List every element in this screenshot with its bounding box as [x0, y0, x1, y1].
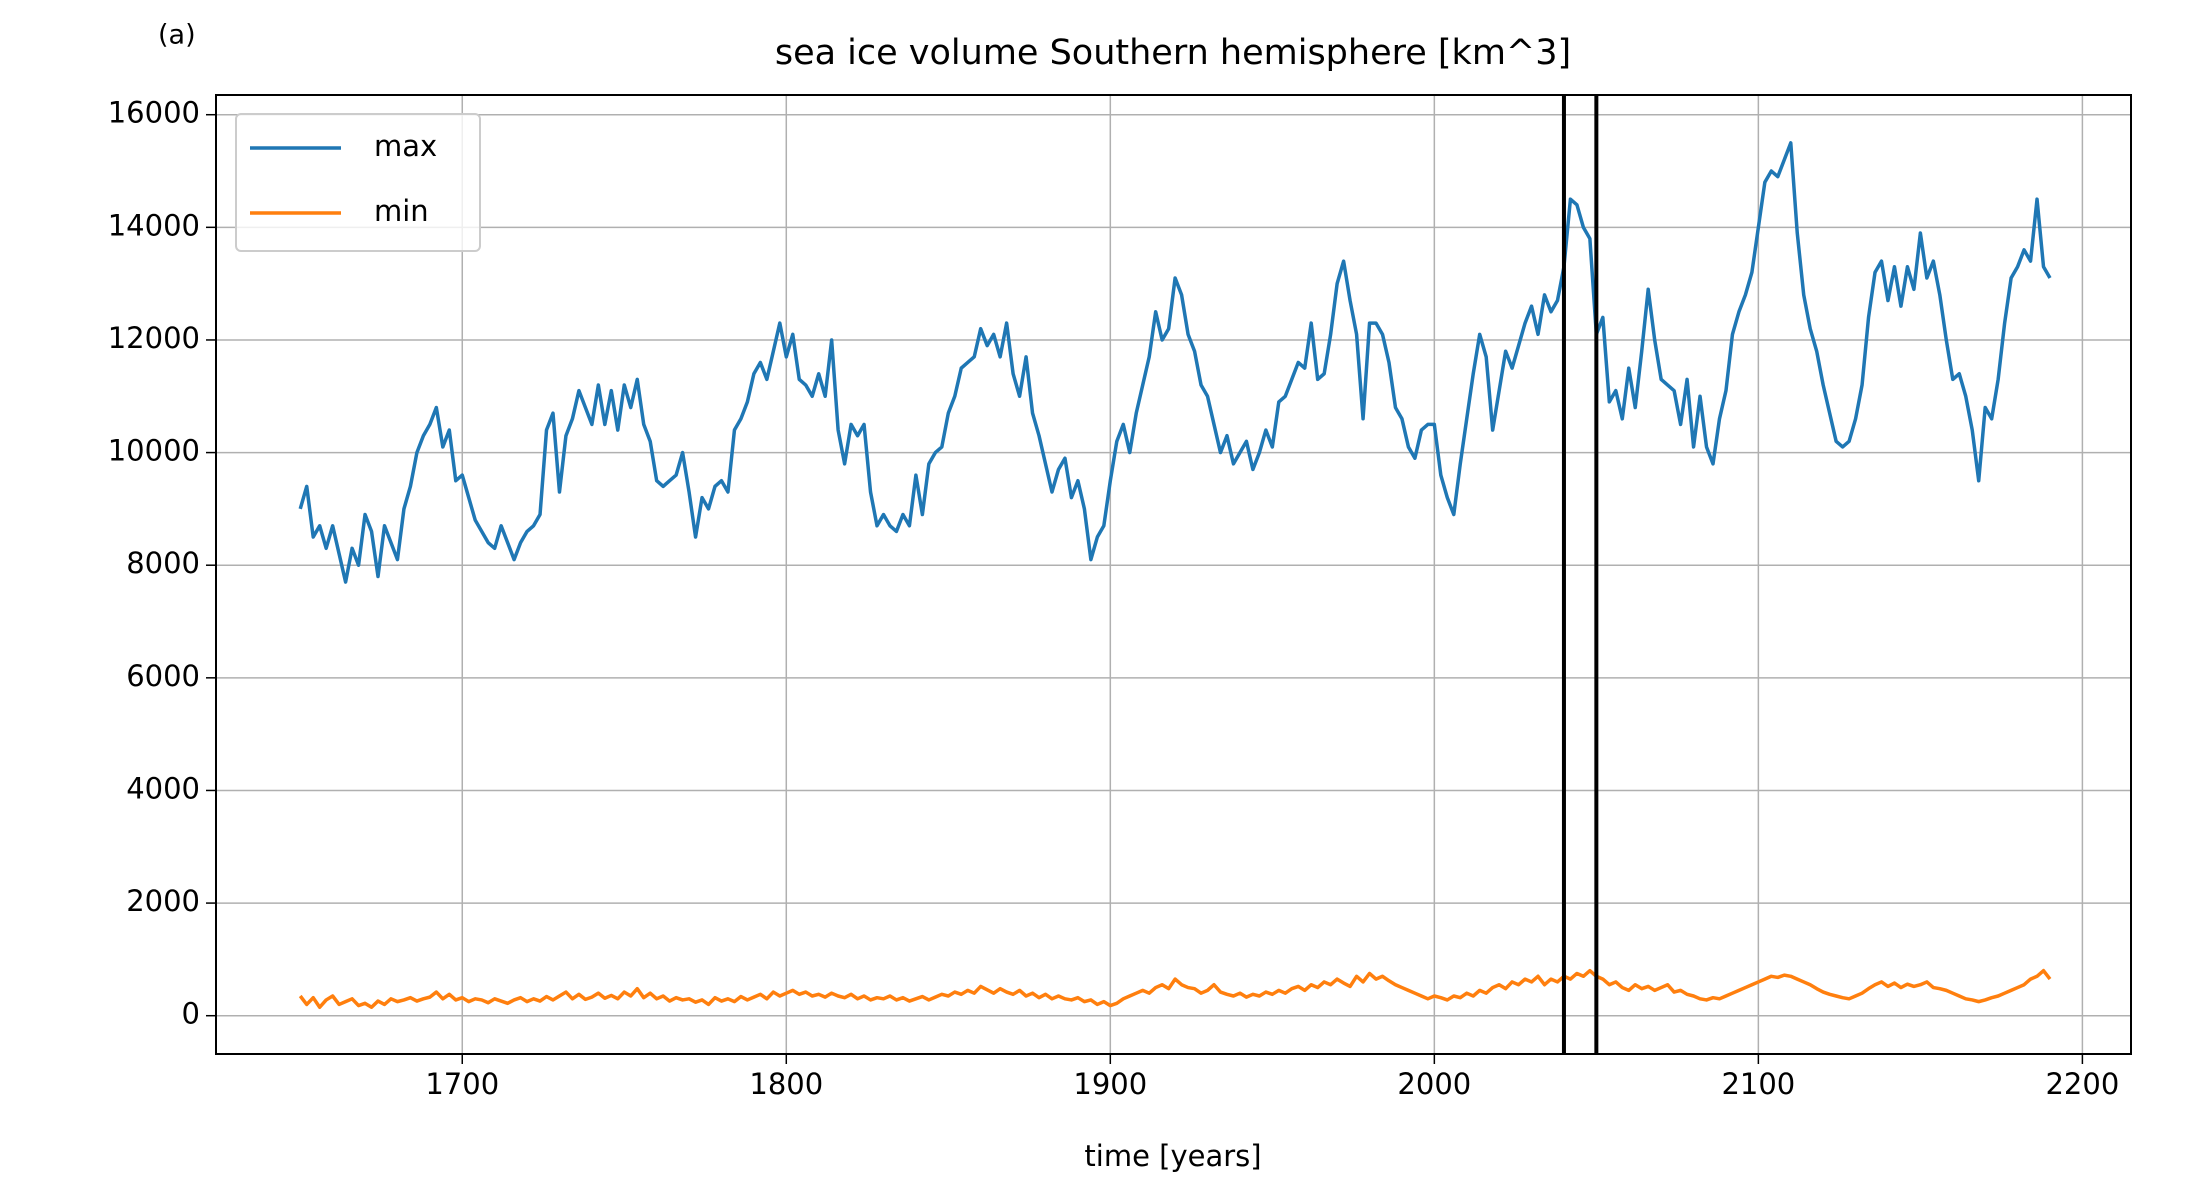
x-tick-label: 1800	[749, 1067, 823, 1101]
chart-title: sea ice volume Southern hemisphere [km^3…	[775, 33, 1571, 73]
y-tick-label: 8000	[126, 546, 200, 580]
y-tick-label: 0	[182, 997, 200, 1031]
legend-label: max	[374, 129, 437, 163]
x-axis-label: time [years]	[1084, 1139, 1261, 1173]
y-tick-label: 16000	[108, 96, 200, 130]
y-tick-label: 14000	[108, 208, 200, 242]
y-tick-label: 12000	[108, 321, 200, 355]
legend: max min	[235, 113, 481, 252]
x-tick-label: 2000	[1397, 1067, 1471, 1101]
y-tick-label: 10000	[108, 434, 200, 468]
series-line	[298, 968, 2052, 1010]
x-tick-label: 2200	[2045, 1067, 2119, 1101]
x-tick-label: 1700	[425, 1067, 499, 1101]
legend-label: min	[374, 194, 429, 228]
x-tick-label: 2100	[1721, 1067, 1795, 1101]
series-line	[298, 141, 2052, 584]
y-tick-label: 2000	[126, 884, 200, 918]
y-tick-label: 6000	[126, 659, 200, 693]
legend-box	[235, 113, 481, 252]
x-tick-label: 1900	[1073, 1067, 1147, 1101]
plot-frame	[215, 94, 2132, 1055]
panel-label: (a)	[158, 20, 196, 51]
y-tick-label: 4000	[126, 771, 200, 805]
